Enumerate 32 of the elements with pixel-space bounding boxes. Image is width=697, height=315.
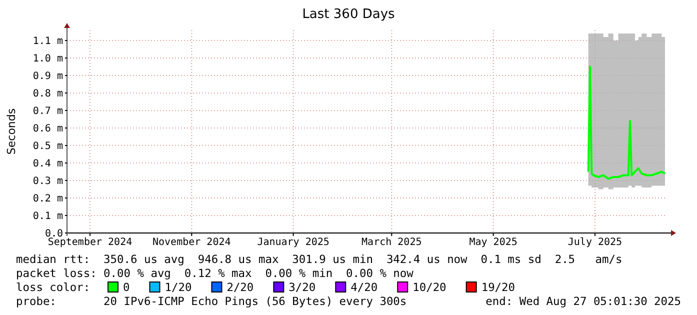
y-tick-label: 0.9 m bbox=[32, 71, 63, 82]
y-tick-label: 1.1 m bbox=[32, 36, 63, 47]
y-tick-label: 0.7 m bbox=[32, 106, 63, 117]
x-tick-label: March 2025 bbox=[362, 237, 422, 248]
x-tick-label: January 2025 bbox=[257, 237, 330, 248]
y-tick-label: 0.8 m bbox=[32, 88, 63, 100]
x-tick-label: November 2024 bbox=[152, 237, 231, 248]
y-tick-label: 0.5 m bbox=[32, 141, 63, 152]
text: loss color: bbox=[16, 281, 90, 294]
text: 4/20 bbox=[350, 281, 378, 294]
text: 3/20 bbox=[288, 281, 316, 294]
y-tick-label: 0.6 m bbox=[32, 124, 63, 134]
x-tick-label: September 2024 bbox=[48, 237, 132, 248]
y-tick-label: 0.4 m bbox=[32, 158, 63, 170]
y-tick-label: 1.0 m bbox=[32, 54, 63, 64]
chart-title: Last 360 Days bbox=[302, 7, 396, 22]
text: 19/20 bbox=[481, 281, 516, 294]
text: probe: 20 IPv6-ICMP Echo Pings (56 Bytes) every 300s bbox=[16, 295, 407, 308]
y-tick-label: 0.2 m bbox=[32, 194, 63, 204]
x-tick-label: May 2025 bbox=[469, 237, 518, 248]
y-axis-title: Seconds bbox=[5, 108, 18, 155]
text: 0 bbox=[123, 281, 130, 294]
text: 10/20 bbox=[412, 281, 447, 294]
y-tick-label: 0.3 m bbox=[32, 176, 63, 187]
text: 2/20 bbox=[226, 281, 254, 294]
text: packet loss: 0.00 % avg 0.12 % max 0.00 % min 0.00 % now bbox=[16, 267, 414, 280]
x-tick-label: July 2025 bbox=[568, 237, 622, 248]
text: end: Wed Aug 27 05:01:30 2025 bbox=[486, 295, 681, 308]
text: median rtt: 350.6 us avg 946.8 us max 301.9 us min 342.4 us now 0.1 ms sd 2.5 am/s bbox=[16, 253, 622, 266]
y-tick-label: 0.1 m bbox=[32, 211, 63, 222]
text: 1/20 bbox=[164, 281, 192, 294]
line-series bbox=[587, 66, 666, 180]
